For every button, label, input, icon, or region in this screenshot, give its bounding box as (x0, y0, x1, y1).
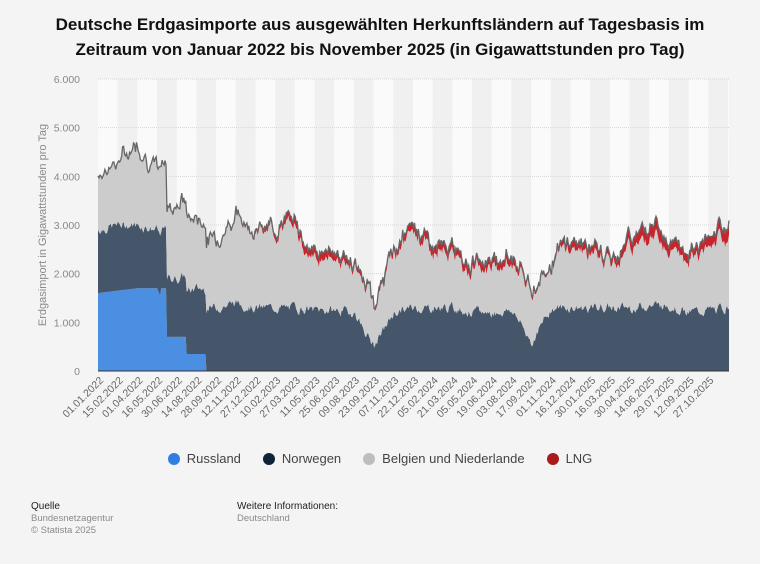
legend-marker-russland (167, 452, 180, 465)
legend-item-lng[interactable]: LNG (546, 451, 593, 466)
legend-marker-belgien-niederlande (363, 452, 376, 465)
info-block: Weitere Informationen: Deutschland (237, 501, 338, 525)
y-tick-label: 4.000 (54, 171, 80, 183)
series-areas (97, 141, 730, 372)
chart-title-line-1: Deutsche Erdgasimporte aus ausgewählten … (55, 15, 705, 34)
y-axis-label: Erdgasimport in Gigawattstunden pro Tag (37, 124, 49, 326)
y-tick-label: 6.000 (54, 74, 80, 86)
area-belgien-niederlande (98, 142, 729, 348)
info-region: Deutschland (237, 513, 290, 524)
legend-item-belgien-niederlande[interactable]: Belgien und Niederlande (363, 451, 525, 466)
y-tick-label: 0 (74, 366, 80, 378)
y-tick-label: 1.000 (54, 317, 80, 329)
y-axis-ticks: 0 1.000 2.000 3.000 4.000 5.000 6.000 (54, 74, 80, 378)
x-axis-ticks: 01.01.202215.02.202201.04.202216.05.2022… (60, 375, 716, 421)
legend-item-russland[interactable]: Russland (167, 451, 241, 466)
stacked-area-chart: 0 1.000 2.000 3.000 4.000 5.000 6.000 01.01.20… (37, 74, 730, 421)
y-tick-label: 3.000 (54, 220, 80, 232)
legend-label-belgien-niederlande: Belgien und Niederlande (382, 451, 525, 466)
legend: Russland Norwegen Belgien und Niederland… (0, 451, 760, 466)
copyright: © Statista 2025 (31, 525, 97, 536)
area-russland (98, 288, 729, 371)
area-norwegen (98, 221, 729, 371)
chart-title-line-2: Zeitraum von Januar 2022 bis November 20… (75, 40, 685, 59)
y-tick-label: 2.000 (54, 269, 80, 281)
legend-label-russland: Russland (186, 451, 241, 466)
legend-marker-lng (546, 452, 559, 465)
legend-label-lng: LNG (565, 451, 593, 466)
y-tick-label: 5.000 (54, 123, 80, 135)
source-name[interactable]: Bundesnetzagentur (31, 513, 114, 524)
legend-item-norwegen[interactable]: Norwegen (262, 451, 342, 466)
info-heading: Weitere Informationen: (237, 501, 338, 512)
source-heading: Quelle (31, 501, 60, 512)
source-block: Quelle Bundesnetzagentur © Statista 2025 (31, 501, 113, 537)
chart-title: Deutsche Erdgasimporte aus ausgewählten … (0, 12, 760, 62)
legend-label-norwegen: Norwegen (281, 451, 342, 466)
total-outline-line (97, 141, 730, 310)
legend-marker-norwegen (262, 452, 275, 465)
